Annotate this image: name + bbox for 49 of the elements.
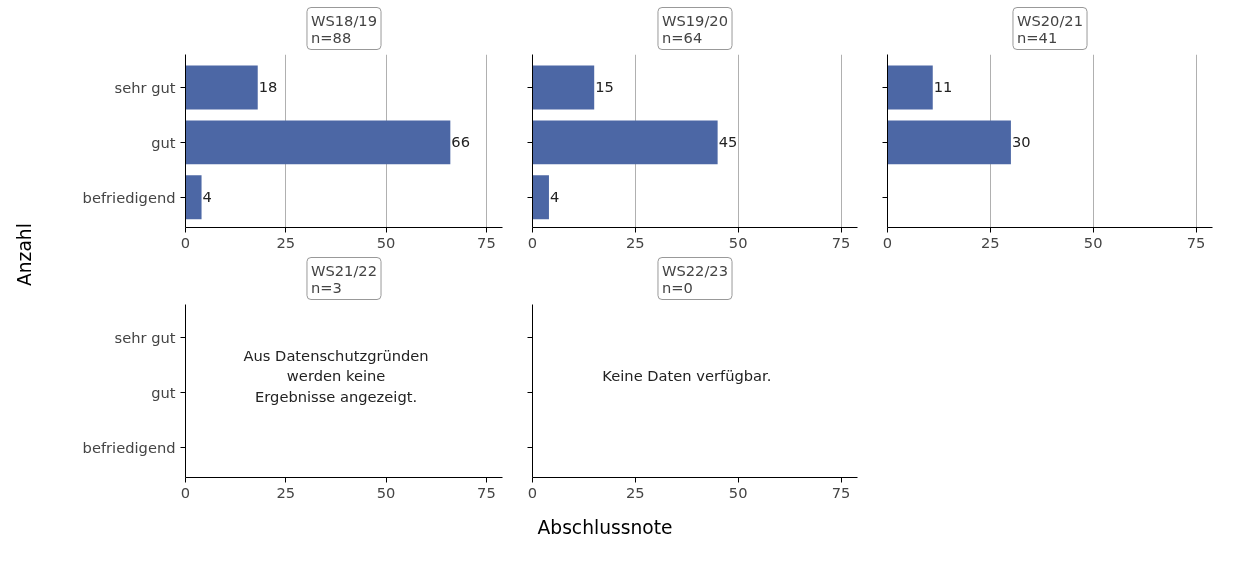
bar xyxy=(185,175,202,220)
x-tick-label: 75 xyxy=(477,233,496,251)
y-tick-label: befriedigend xyxy=(82,188,176,206)
x-tick-label: 50 xyxy=(1083,233,1103,251)
x-tick-label: 0 xyxy=(180,483,191,501)
y-tick-label: sehr gut xyxy=(114,78,176,96)
annotation: Keine Daten verfügbar. xyxy=(602,367,772,385)
bar xyxy=(185,65,258,110)
x-tick-label: 25 xyxy=(276,483,296,501)
x-tick-label: 25 xyxy=(276,233,296,251)
bar xyxy=(532,120,718,165)
bar xyxy=(532,175,549,220)
bar xyxy=(185,120,451,165)
data-label: 66 xyxy=(451,133,470,151)
x-tick-label: 50 xyxy=(728,233,748,251)
bar xyxy=(532,65,595,110)
x-tick-label: 75 xyxy=(1186,233,1206,251)
data-label: 11 xyxy=(933,78,953,96)
x-tick-label: 0 xyxy=(882,233,893,251)
data-label: 45 xyxy=(718,133,738,151)
chart-title: WS20/21 n=41 xyxy=(1016,11,1084,46)
annotation: Aus Datenschutzgründen werden keine Ergebnisse angezeigt. xyxy=(243,347,429,405)
data-label: 18 xyxy=(258,78,278,96)
data-label: 30 xyxy=(1011,133,1031,151)
data-label: 4 xyxy=(549,188,560,206)
x-tick-label: 25 xyxy=(626,483,645,501)
data-label: 4 xyxy=(202,188,212,206)
data-label: 15 xyxy=(595,78,614,96)
x-tick-label: 75 xyxy=(477,483,496,501)
x-tick-label: 25 xyxy=(626,233,645,251)
chart-title: WS21/22 n=3 xyxy=(310,261,378,296)
x-tick-label: 75 xyxy=(831,483,851,501)
y-tick-label: befriedigend xyxy=(82,438,176,456)
chart-title: WS18/19 n=88 xyxy=(310,11,378,46)
x-tick-label: 50 xyxy=(728,483,748,501)
x-tick-label: 75 xyxy=(831,233,851,251)
x-tick-label: 50 xyxy=(376,483,396,501)
y-tick-label: sehr gut xyxy=(114,328,176,346)
y-tick-label: gut xyxy=(151,383,176,401)
x-tick-label: 0 xyxy=(180,233,191,251)
x-tick-label: 0 xyxy=(527,483,538,501)
y-axis-title: Anzahl xyxy=(12,223,36,287)
y-tick-label: gut xyxy=(151,133,176,151)
chart-title: WS22/23 n=0 xyxy=(661,261,729,296)
chart-title: WS19/20 n=64 xyxy=(661,11,729,46)
x-tick-label: 50 xyxy=(376,233,396,251)
x-tick-label: 25 xyxy=(981,233,1000,251)
x-axis-title: Abschlussnote xyxy=(537,516,673,540)
x-tick-label: 0 xyxy=(527,233,538,251)
